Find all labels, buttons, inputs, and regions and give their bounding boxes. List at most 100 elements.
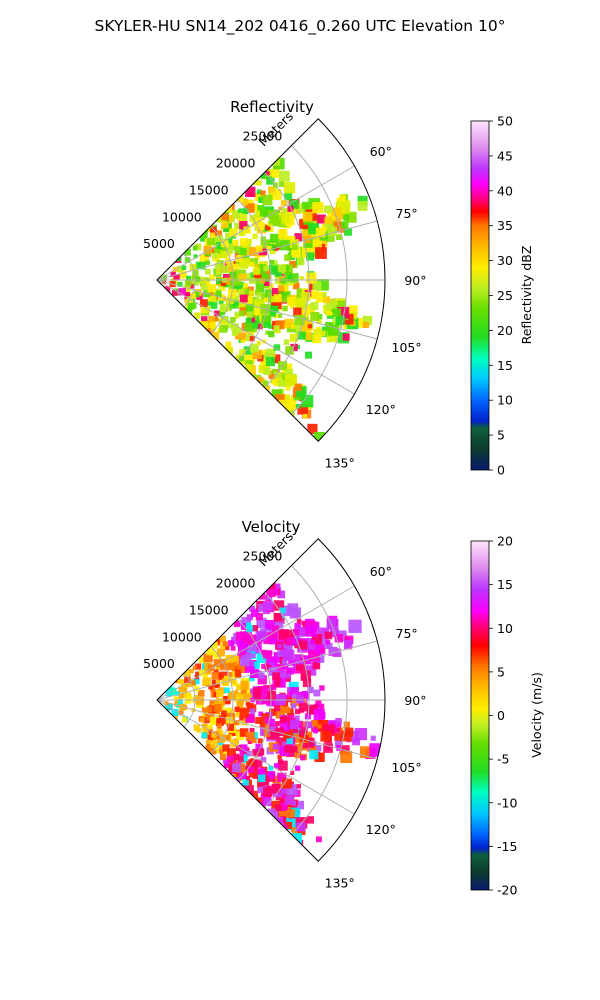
field-cell xyxy=(220,280,227,287)
field-cell xyxy=(204,268,211,275)
field-cell xyxy=(311,720,318,727)
field-cell xyxy=(292,282,300,290)
field-cell xyxy=(247,739,253,744)
field-cell xyxy=(246,661,255,669)
field-cell xyxy=(300,755,306,761)
field-cell xyxy=(243,693,252,702)
field-cell xyxy=(291,827,296,832)
field-cell xyxy=(249,708,256,714)
field-cell xyxy=(334,732,343,741)
field-cell xyxy=(202,726,209,733)
field-cell xyxy=(256,292,262,298)
field-cell xyxy=(279,716,287,724)
field-cell xyxy=(255,797,266,809)
azimuth-tick-label: 135° xyxy=(325,456,355,471)
field-cell xyxy=(242,716,248,722)
field-cell xyxy=(284,318,294,329)
field-cell xyxy=(244,334,252,342)
field-cell xyxy=(244,203,255,213)
field-cell xyxy=(273,344,281,351)
field-cell xyxy=(332,648,342,657)
field-cell xyxy=(192,665,198,670)
field-cell xyxy=(258,196,265,203)
field-cell xyxy=(211,672,219,680)
field-cell xyxy=(234,314,240,319)
field-cell xyxy=(359,746,372,759)
field-cell xyxy=(208,315,216,323)
field-cell xyxy=(239,248,247,256)
field-cell xyxy=(225,735,231,741)
field-cell xyxy=(231,323,239,331)
field-cell xyxy=(193,724,200,731)
field-cell xyxy=(299,724,308,733)
field-cell xyxy=(257,748,265,756)
field-cell xyxy=(252,661,260,669)
colorbar-tick-label: -20 xyxy=(497,883,517,898)
field-cell xyxy=(278,229,288,239)
field-cell xyxy=(230,316,236,323)
field-cell xyxy=(212,750,217,755)
field-cell xyxy=(227,662,236,671)
field-cell xyxy=(164,705,170,711)
field-cell xyxy=(290,343,298,352)
field-cell xyxy=(235,631,246,642)
field-cell xyxy=(219,309,225,316)
field-cell xyxy=(226,261,234,269)
field-cell xyxy=(230,678,236,684)
field-cell xyxy=(234,246,243,254)
field-cell xyxy=(239,294,248,303)
field-cell xyxy=(223,758,229,764)
field-cell xyxy=(308,283,315,290)
field-cell xyxy=(324,205,332,214)
field-cell xyxy=(271,354,281,364)
field-cell xyxy=(277,284,285,292)
field-cell xyxy=(246,761,257,772)
field-cell xyxy=(316,214,326,224)
field-cell xyxy=(289,770,295,775)
field-cell xyxy=(242,208,249,215)
field-cell xyxy=(256,297,261,302)
field-cell xyxy=(287,712,295,720)
velocity-colorbar-ticks: -20 -15 -10 -5 0 5 10 15 20 xyxy=(489,534,517,898)
field-cell xyxy=(289,199,299,209)
field-cell xyxy=(295,386,307,397)
field-cell xyxy=(220,316,228,325)
field-cell xyxy=(260,756,267,763)
field-cell xyxy=(249,675,255,682)
field-cell xyxy=(241,198,249,206)
field-cell xyxy=(213,669,219,675)
field-cell xyxy=(276,678,286,688)
field-cell xyxy=(270,233,280,243)
velocity-colorbar-bar xyxy=(470,540,490,891)
field-cell xyxy=(213,703,222,712)
field-cell xyxy=(254,264,260,270)
field-cell xyxy=(245,186,256,198)
field-cell xyxy=(210,302,218,309)
field-cell xyxy=(238,208,243,213)
field-cell xyxy=(185,307,193,314)
field-cell xyxy=(232,297,239,304)
field-cell xyxy=(238,269,247,278)
field-cell xyxy=(259,686,268,695)
field-cell xyxy=(260,190,266,196)
field-cell xyxy=(233,691,241,700)
field-cell xyxy=(181,265,187,270)
field-cell xyxy=(252,233,258,240)
colorbar-tick-label: 0 xyxy=(497,463,505,478)
field-cell xyxy=(350,312,358,320)
field-cell xyxy=(223,675,228,680)
field-cell xyxy=(298,729,306,737)
velocity-azimuth-ticks: 60° 75° 90° 105° 120° 135° xyxy=(325,564,427,891)
field-cell xyxy=(258,768,266,776)
field-cell xyxy=(214,310,220,317)
field-cell xyxy=(253,693,262,702)
field-cell xyxy=(197,690,205,697)
field-cell xyxy=(226,215,233,222)
field-cell xyxy=(283,706,291,714)
field-cell xyxy=(239,708,249,718)
field-cell xyxy=(206,237,215,246)
field-cell xyxy=(256,323,263,330)
field-cell xyxy=(198,669,205,677)
field-cell xyxy=(299,276,304,281)
field-cell xyxy=(265,785,271,791)
